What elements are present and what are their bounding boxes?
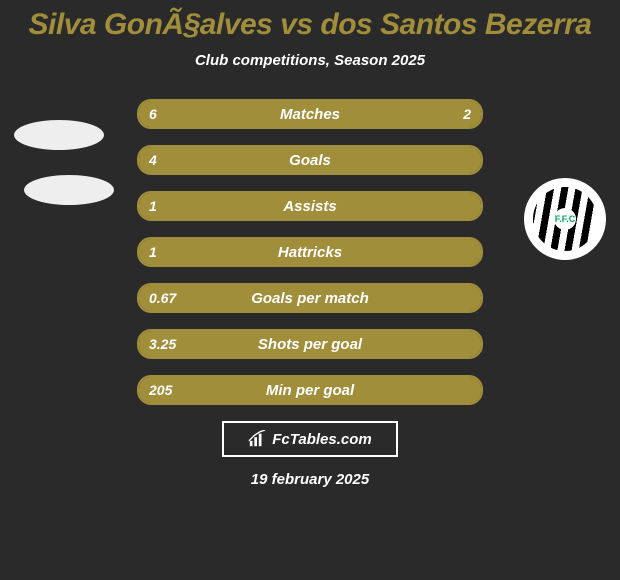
subtitle: Club competitions, Season 2025: [0, 52, 620, 69]
bar-label: Min per goal: [139, 382, 481, 399]
page-title: Silva GonÃ§alves vs dos Santos Bezerra: [0, 8, 620, 42]
club-logo-right: F.F.C: [524, 178, 606, 260]
bar-label: Assists: [139, 198, 481, 215]
stat-bar: 205Min per goal: [137, 375, 483, 405]
chart-icon: [248, 430, 266, 448]
stat-bar: 1Hattricks: [137, 237, 483, 267]
brand-text: FcTables.com: [272, 431, 371, 448]
stat-bar: 1Assists: [137, 191, 483, 221]
club-logo-stripes: F.F.C: [533, 187, 597, 251]
stat-bar: 3.25Shots per goal: [137, 329, 483, 359]
stat-bar: 62Matches: [137, 99, 483, 129]
brand-box: FcTables.com: [222, 421, 398, 457]
stat-bar: 0.67Goals per match: [137, 283, 483, 313]
bar-label: Hattricks: [139, 244, 481, 261]
stats-bars: 62Matches 4Goals 1Assists 1Hattricks 0.67Goa…: [137, 99, 483, 405]
player-placeholder-1: [14, 120, 104, 150]
header: Silva GonÃ§alves vs dos Santos Bezerra C…: [0, 0, 620, 69]
date-text: 19 february 2025: [0, 471, 620, 488]
bar-label: Matches: [139, 106, 481, 123]
stat-bar: 4Goals: [137, 145, 483, 175]
player-placeholder-2: [24, 175, 114, 205]
bar-label: Goals: [139, 152, 481, 169]
bar-label: Goals per match: [139, 290, 481, 307]
bar-label: Shots per goal: [139, 336, 481, 353]
club-logo-center: F.F.C: [554, 208, 576, 230]
